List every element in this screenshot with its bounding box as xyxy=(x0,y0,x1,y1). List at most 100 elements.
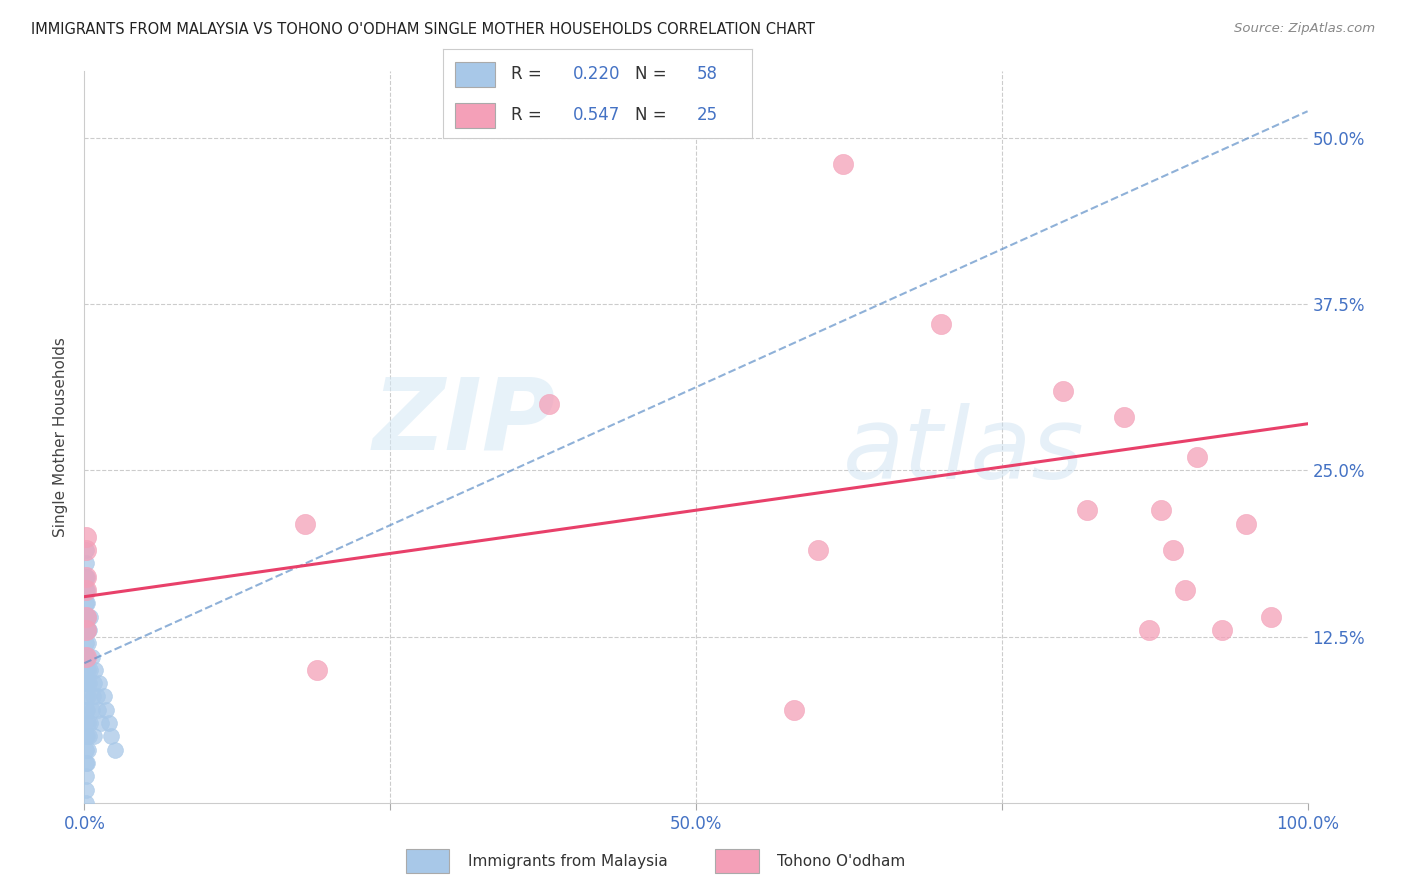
FancyBboxPatch shape xyxy=(716,849,759,873)
Text: R =: R = xyxy=(510,65,547,83)
Point xyxy=(100,729,122,743)
Point xyxy=(83,676,105,690)
Point xyxy=(1150,503,1173,517)
Point xyxy=(82,690,104,704)
Point xyxy=(75,543,97,558)
Text: N =: N = xyxy=(634,106,672,124)
Point xyxy=(87,703,110,717)
Point xyxy=(75,557,97,571)
Point xyxy=(76,609,98,624)
Point xyxy=(75,756,97,770)
Point xyxy=(305,663,328,677)
Point xyxy=(75,729,97,743)
Point xyxy=(75,543,97,558)
Point xyxy=(929,317,952,331)
Point xyxy=(1260,609,1282,624)
FancyBboxPatch shape xyxy=(406,849,450,873)
Point xyxy=(75,570,97,584)
Point xyxy=(538,397,561,411)
Point xyxy=(75,636,97,650)
Point xyxy=(76,623,98,637)
Point xyxy=(1052,384,1074,398)
Point xyxy=(75,676,97,690)
Text: 0.547: 0.547 xyxy=(572,106,620,124)
Point xyxy=(76,756,98,770)
FancyBboxPatch shape xyxy=(456,103,495,128)
Point xyxy=(77,609,100,624)
Point xyxy=(77,663,100,677)
Point xyxy=(75,663,97,677)
Point xyxy=(77,716,100,731)
Point xyxy=(831,157,853,171)
Text: Immigrants from Malaysia: Immigrants from Malaysia xyxy=(468,854,668,869)
Text: Source: ZipAtlas.com: Source: ZipAtlas.com xyxy=(1234,22,1375,36)
Point xyxy=(1236,516,1258,531)
Point xyxy=(1161,543,1184,558)
Text: 0.220: 0.220 xyxy=(572,65,620,83)
Point xyxy=(93,690,115,704)
Point xyxy=(79,609,101,624)
Point xyxy=(90,716,112,731)
Point xyxy=(1137,623,1160,637)
Point xyxy=(807,543,830,558)
Point xyxy=(1211,623,1233,637)
Point xyxy=(75,690,97,704)
Point xyxy=(76,676,98,690)
Y-axis label: Single Mother Households: Single Mother Households xyxy=(53,337,69,537)
Point xyxy=(783,703,806,717)
Point xyxy=(75,623,97,637)
Point xyxy=(1174,582,1197,597)
Point xyxy=(87,676,110,690)
Point xyxy=(77,623,100,637)
Point xyxy=(83,729,105,743)
Point xyxy=(86,690,108,704)
Point xyxy=(97,716,120,731)
Point xyxy=(75,716,97,731)
Text: Tohono O'odham: Tohono O'odham xyxy=(778,854,905,869)
Point xyxy=(75,609,97,624)
Point xyxy=(75,796,97,810)
Point xyxy=(1076,503,1098,517)
Text: 58: 58 xyxy=(696,65,717,83)
Text: 25: 25 xyxy=(696,106,717,124)
Point xyxy=(104,742,127,756)
Point xyxy=(77,636,100,650)
Point xyxy=(79,663,101,677)
FancyBboxPatch shape xyxy=(456,62,495,87)
Point xyxy=(1114,410,1136,425)
Point xyxy=(96,703,118,717)
Point xyxy=(75,609,97,624)
Point xyxy=(1187,450,1209,464)
Point xyxy=(75,596,97,610)
Point xyxy=(76,570,98,584)
Point xyxy=(75,769,97,783)
Point xyxy=(84,663,107,677)
Point xyxy=(75,649,97,664)
Point xyxy=(75,582,97,597)
Point xyxy=(77,676,100,690)
Point xyxy=(80,649,103,664)
Text: IMMIGRANTS FROM MALAYSIA VS TOHONO O'ODHAM SINGLE MOTHER HOUSEHOLDS CORRELATION : IMMIGRANTS FROM MALAYSIA VS TOHONO O'ODH… xyxy=(31,22,815,37)
Point xyxy=(76,582,98,597)
Point xyxy=(75,530,97,544)
Text: R =: R = xyxy=(510,106,547,124)
Point xyxy=(80,703,103,717)
Point xyxy=(76,596,98,610)
Point xyxy=(77,623,100,637)
Text: ZIP: ZIP xyxy=(373,374,555,471)
Point xyxy=(76,729,98,743)
Text: N =: N = xyxy=(634,65,672,83)
Point xyxy=(77,690,100,704)
Point xyxy=(75,582,97,597)
Point xyxy=(76,703,98,717)
Point xyxy=(75,570,97,584)
Point xyxy=(76,649,98,664)
Point xyxy=(75,782,97,797)
Point xyxy=(75,742,97,756)
Point xyxy=(77,729,100,743)
Point xyxy=(75,623,97,637)
Point xyxy=(75,703,97,717)
Point xyxy=(79,716,101,731)
Point xyxy=(77,742,100,756)
Point xyxy=(75,649,97,664)
